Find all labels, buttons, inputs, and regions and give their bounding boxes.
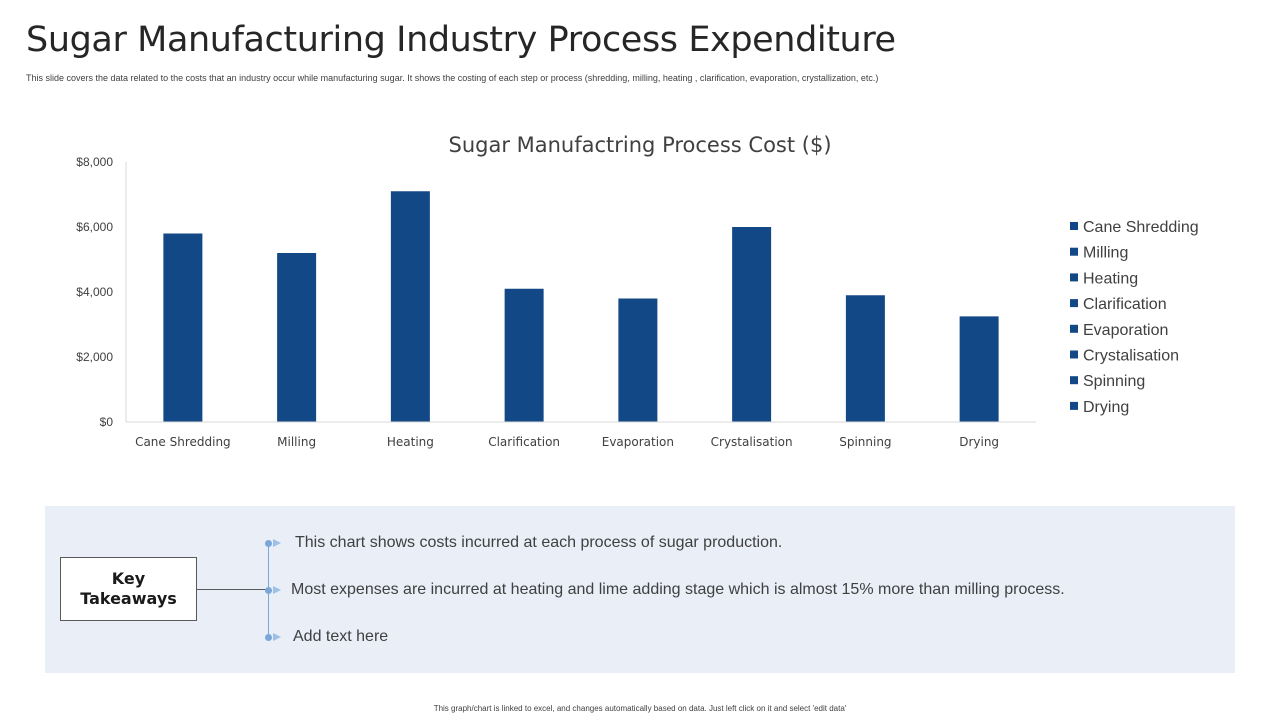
x-tick-label: Evaporation — [602, 435, 674, 449]
legend-swatch — [1070, 376, 1078, 385]
legend-swatch — [1070, 350, 1078, 359]
y-tick-label: $2,000 — [76, 350, 113, 364]
bullet-arrow-icon — [273, 539, 281, 547]
legend-label: Drying — [1083, 399, 1129, 416]
bar — [277, 253, 317, 422]
legend-label: Milling — [1083, 245, 1128, 262]
legend-swatch — [1070, 324, 1078, 333]
y-tick-label: $6,000 — [76, 220, 113, 234]
bar — [618, 298, 658, 422]
takeaway-text[interactable]: Add text here — [293, 628, 389, 645]
key-takeaways-heading-line2: Takeaways — [80, 589, 177, 608]
x-tick-label: Heating — [387, 435, 434, 449]
legend-label: Cane Shredding — [1083, 219, 1199, 236]
legend-swatch — [1070, 273, 1078, 282]
x-tick-label: Crystalisation — [711, 435, 793, 449]
legend-swatch — [1070, 299, 1078, 308]
legend-label: Evaporation — [1083, 322, 1168, 339]
bullet-arrow-icon — [273, 633, 281, 641]
x-tick-label: Milling — [277, 435, 316, 449]
takeaway-text: This chart shows costs incurred at each … — [295, 534, 783, 551]
legend-label: Clarification — [1083, 296, 1167, 313]
x-tick-label: Spinning — [839, 435, 891, 449]
bar — [959, 316, 999, 422]
bar — [732, 227, 772, 422]
bar-chart: Sugar Manufactring Process Cost ($) $0 $2… — [76, 133, 1199, 449]
legend: Cane Shredding Milling Heating Clarificatio… — [1070, 219, 1199, 416]
x-axis: Cane Shredding Milling Heating Clarificatio… — [126, 421, 1036, 449]
bullet-arrow-icon — [273, 586, 281, 594]
takeaway-text: Most expenses are incurred at heating an… — [291, 581, 1065, 598]
page-subtitle: This slide covers the data related to th… — [26, 73, 879, 83]
y-tick-label: $8,000 — [76, 155, 113, 169]
bar — [390, 191, 430, 422]
key-takeaways-heading-line1: Key — [111, 569, 146, 588]
bar — [163, 233, 203, 422]
x-tick-label: Drying — [959, 435, 999, 449]
bar — [504, 288, 544, 422]
page-title: Sugar Manufacturing Industry Process Exp… — [26, 20, 896, 60]
bullet-dot-icon — [265, 587, 272, 594]
legend-label: Spinning — [1083, 373, 1145, 390]
y-axis: $0 $2,000 $4,000 $6,000 $8,000 — [76, 155, 127, 429]
bars-group — [163, 191, 999, 422]
key-takeaways-heading: Key Takeaways — [60, 557, 197, 621]
footnote: This graph/chart is linked to excel, and… — [433, 704, 847, 713]
legend-swatch — [1070, 247, 1078, 256]
x-tick-label: Clarification — [488, 435, 560, 449]
bar — [845, 295, 885, 422]
chart-title: Sugar Manufactring Process Cost ($) — [448, 133, 831, 157]
connector-line — [197, 589, 269, 590]
legend-label: Heating — [1083, 270, 1138, 287]
legend-label: Crystalisation — [1083, 348, 1179, 365]
bullet-dot-icon — [265, 540, 272, 547]
x-tick-label: Cane Shredding — [135, 435, 231, 449]
bullet-dot-icon — [265, 634, 272, 641]
legend-swatch — [1070, 222, 1078, 230]
legend-swatch — [1070, 401, 1078, 410]
y-tick-label: $4,000 — [76, 285, 113, 299]
y-tick-label: $0 — [100, 415, 114, 429]
